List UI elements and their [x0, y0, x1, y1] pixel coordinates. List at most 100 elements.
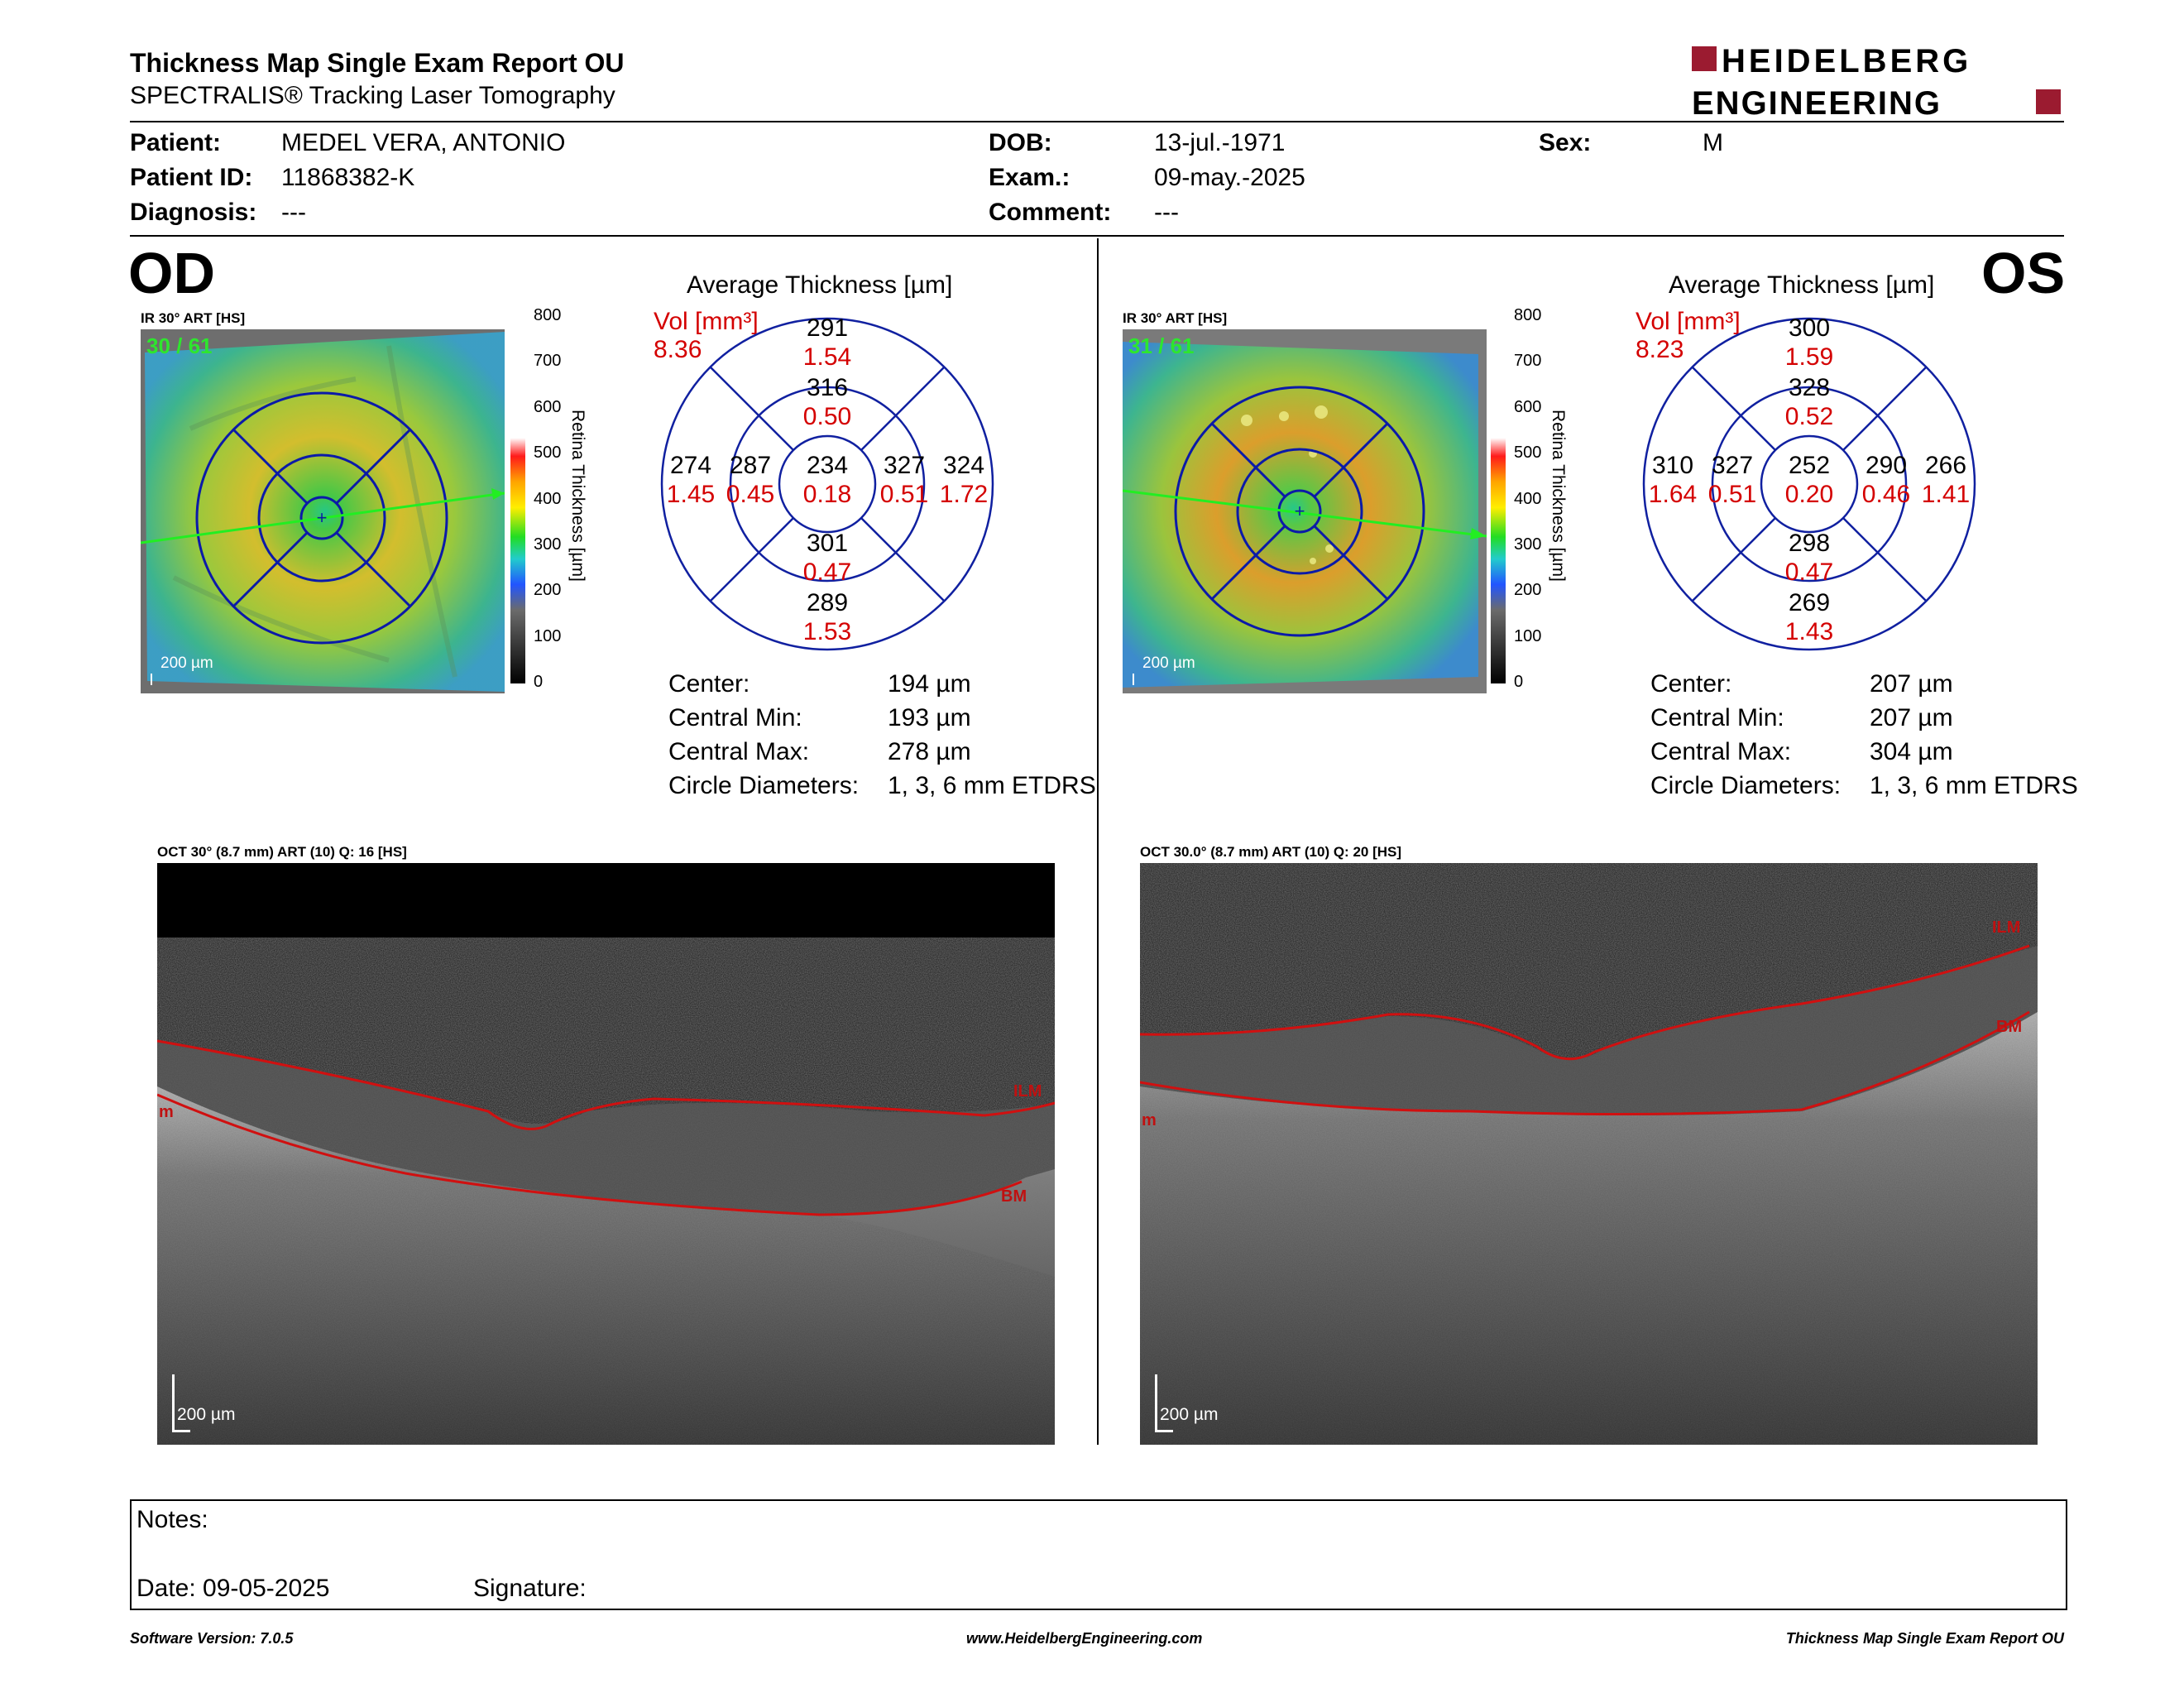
os-outer-left-vol: 1.64: [1648, 481, 1698, 508]
od-stat-label: Central Max:: [668, 738, 810, 765]
od-outer-superior: 291: [806, 314, 849, 342]
os-ilm-label: ILM: [1992, 918, 2021, 937]
os-tick: 500: [1514, 444, 1542, 462]
comment-value: ---: [1154, 199, 1179, 226]
os-tick: 200: [1514, 581, 1542, 599]
od-stat-value: 278 µm: [888, 738, 971, 765]
od-stat-value: 1, 3, 6 mm ETDRS: [888, 772, 1096, 799]
od-outer-left: 274: [669, 452, 712, 479]
od-oct-bscan: ILM BM m 200 µm: [157, 863, 1055, 1445]
od-outer-left-vol: 1.45: [666, 481, 716, 508]
os-inner-right-vol: 0.46: [1861, 481, 1911, 508]
os-inner-superior: 328: [1788, 374, 1831, 401]
od-edge-label: m: [159, 1103, 174, 1121]
od-ilm-label: ILM: [1013, 1082, 1042, 1101]
os-tick: 600: [1514, 398, 1542, 416]
od-outer-inferior: 289: [806, 589, 849, 616]
od-tick: 500: [534, 444, 562, 462]
os-outer-superior-vol: 1.59: [1784, 343, 1834, 371]
os-frame-count: 31 / 61: [1128, 333, 1195, 358]
footer-report: Thickness Map Single Exam Report OU: [1785, 1630, 2064, 1647]
os-inner-left: 327: [1711, 452, 1754, 479]
os-outer-left: 310: [1651, 452, 1694, 479]
os-oct-label: OCT 30.0° (8.7 mm) ART (10) Q: 20 [HS]: [1140, 844, 1402, 860]
footer-website[interactable]: www.HeidelbergEngineering.com: [966, 1630, 1203, 1647]
dob-label: DOB:: [989, 129, 1052, 156]
od-tick: 800: [534, 306, 562, 324]
od-oct-scale-foot: [172, 1430, 190, 1432]
od-inner-right: 327: [883, 452, 926, 479]
od-stat-label: Center:: [668, 670, 750, 698]
os-center-vol: 0.20: [1784, 481, 1834, 508]
os-stat-value: 1, 3, 6 mm ETDRS: [1870, 772, 2078, 799]
heidelberg-logo: HEIDELBERG ENGINEERING: [1692, 43, 2061, 121]
os-tick: 800: [1514, 306, 1542, 324]
os-inner-inferior-vol: 0.47: [1784, 559, 1834, 586]
od-vol-value: 8.36: [654, 336, 702, 363]
od-oct-label: OCT 30° (8.7 mm) ART (10) Q: 16 [HS]: [157, 844, 407, 860]
diagnosis-label: Diagnosis:: [130, 199, 257, 226]
od-ir-label: IR 30° ART [HS]: [141, 310, 246, 326]
os-fundus-scale: 200 µm: [1142, 655, 1195, 672]
patient-divider: [130, 235, 2064, 237]
od-fundus-scale: 200 µm: [160, 655, 213, 672]
os-tick: 300: [1514, 535, 1542, 554]
os-stat-value: 207 µm: [1870, 670, 1953, 698]
os-outer-superior: 300: [1788, 314, 1831, 342]
od-inner-inferior: 301: [806, 530, 849, 557]
od-inner-left-vol: 0.45: [726, 481, 775, 508]
date-label: Date: 09-05-2025: [136, 1575, 330, 1602]
od-inner-inferior-vol: 0.47: [802, 559, 852, 586]
os-fundus-image: + 31 / 61 200 µm: [1123, 329, 1487, 693]
os-edge-label: m: [1142, 1111, 1157, 1129]
patient-label: Patient:: [130, 129, 222, 156]
eye-divider: [1097, 238, 1099, 1445]
svg-text:+: +: [317, 507, 328, 528]
od-inner-left: 287: [729, 452, 772, 479]
od-bm-label: BM: [1001, 1187, 1027, 1206]
od-tick: 100: [534, 627, 562, 645]
od-tick: 700: [534, 352, 562, 370]
od-outer-superior-vol: 1.54: [802, 343, 852, 371]
os-oct-bscan: ILM BM m 200 µm: [1140, 863, 2038, 1445]
od-vol-label: Vol [mm³]: [654, 308, 759, 335]
svg-text:+: +: [1295, 501, 1305, 521]
od-inner-right-vol: 0.51: [879, 481, 929, 508]
os-stat-label: Center:: [1650, 670, 1732, 698]
os-ir-label: IR 30° ART [HS]: [1123, 310, 1228, 326]
os-fundus-scale-bar: [1133, 674, 1134, 685]
sex-value: M: [1703, 129, 1723, 156]
header-divider: [130, 121, 2064, 122]
od-tick: 300: [534, 535, 562, 554]
od-tick: 0: [534, 673, 544, 691]
logo-line1: HEIDELBERG: [1722, 43, 1971, 79]
od-fundus-scale-bar: [151, 674, 152, 685]
od-fundus-image: + 30 / 61 200 µm: [141, 329, 505, 693]
footer-software: Software Version: 7.0.5: [130, 1630, 294, 1647]
report-title: Thickness Map Single Exam Report OU: [130, 48, 625, 78]
od-tick: 400: [534, 490, 562, 508]
logo-line2: ENGINEERING: [1692, 85, 1942, 121]
od-outer-inferior-vol: 1.53: [802, 618, 852, 645]
os-stat-value: 207 µm: [1870, 704, 1953, 731]
os-inner-superior-vol: 0.52: [1784, 403, 1834, 430]
od-inner-superior-vol: 0.50: [802, 403, 852, 430]
od-colorbar: [510, 317, 525, 683]
os-stat-label: Circle Diameters:: [1650, 772, 1842, 799]
od-inner-superior: 316: [806, 374, 849, 401]
notes-label: Notes:: [136, 1506, 208, 1533]
os-stat-value: 304 µm: [1870, 738, 1953, 765]
os-bm-label: BM: [1996, 1018, 2023, 1036]
report-subtitle: SPECTRALIS® Tracking Laser Tomography: [130, 82, 615, 109]
dob-value: 13-jul.-1971: [1154, 129, 1286, 156]
os-tick: 100: [1514, 627, 1542, 645]
os-tick: 400: [1514, 490, 1542, 508]
os-outer-inferior: 269: [1788, 589, 1831, 616]
od-stat-label: Circle Diameters:: [668, 772, 860, 799]
os-outer-right-vol: 1.41: [1921, 481, 1971, 508]
od-outer-right: 324: [942, 452, 985, 479]
od-stat-label: Central Min:: [668, 704, 802, 731]
os-eye-label: OS: [1981, 241, 2066, 305]
notes-box: Notes: Date: 09-05-2025 Signature:: [130, 1499, 2067, 1610]
od-frame-count: 30 / 61: [146, 333, 213, 358]
